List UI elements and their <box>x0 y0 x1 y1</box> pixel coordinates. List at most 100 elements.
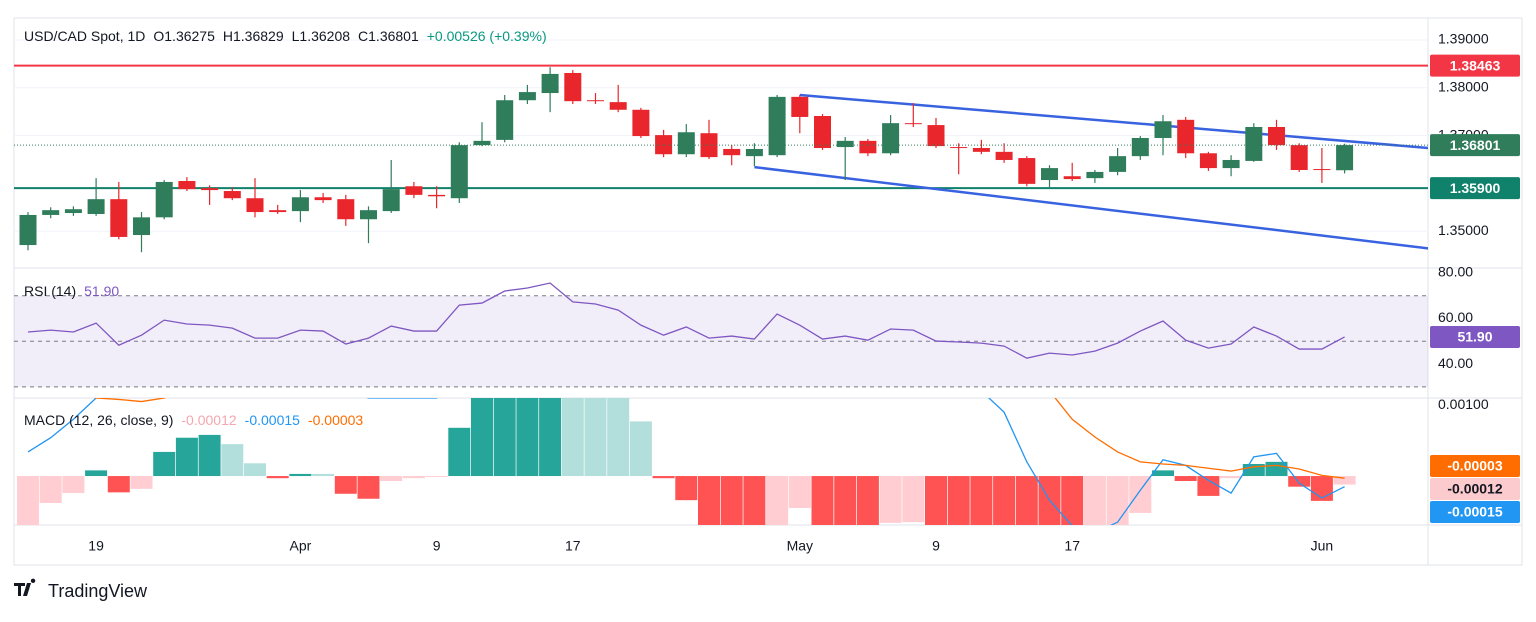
histogram-bar <box>244 463 266 477</box>
candle-body <box>223 191 241 199</box>
histogram-bar <box>925 476 947 525</box>
histogram-bar <box>993 476 1016 525</box>
candle-body <box>314 197 332 201</box>
histogram-bar <box>1197 476 1220 496</box>
trend-line <box>754 165 1428 250</box>
price-tag <box>1430 134 1520 157</box>
x-tick-label: Jun <box>1311 538 1334 554</box>
histogram-bar <box>1333 476 1356 485</box>
histogram-bar <box>834 476 857 525</box>
candle-body <box>1245 126 1263 161</box>
candle-body <box>1313 169 1331 171</box>
candle-body <box>677 132 695 155</box>
candle-body <box>1222 159 1240 169</box>
candle-body <box>700 133 718 158</box>
histogram-bar <box>221 444 244 477</box>
histogram-bar <box>561 398 584 477</box>
histogram-bar <box>493 398 516 477</box>
change: +0.00526 (+0.39%) <box>427 28 547 44</box>
indicator-value: -0.00012 <box>181 412 236 428</box>
histogram-bar <box>766 476 789 525</box>
histogram-bar <box>380 476 403 482</box>
indicator-value: 51.90 <box>84 283 119 299</box>
candle-body <box>360 210 377 220</box>
ohlc-key: H <box>223 28 233 44</box>
candle-body <box>110 199 128 237</box>
candle-body <box>1018 158 1036 184</box>
candle-body <box>133 217 150 236</box>
histogram-bar <box>357 476 380 499</box>
brand-logo <box>14 578 36 596</box>
y-tick-label: 1.38000 <box>1438 78 1489 94</box>
histogram-bar <box>584 398 607 477</box>
ohlc-key: L <box>292 28 300 44</box>
candle-body <box>541 73 559 94</box>
histogram-bar <box>1220 476 1243 479</box>
x-tick-label: 9 <box>433 538 441 554</box>
price-tag <box>1430 54 1520 77</box>
price-tag-label: -0.00015 <box>1447 504 1502 520</box>
candle-body <box>1041 168 1058 181</box>
candle-body <box>587 100 604 102</box>
candle-body <box>655 135 673 155</box>
y-tick-label: 60.00 <box>1438 309 1473 325</box>
histogram-bar <box>130 476 153 489</box>
candle-body <box>1063 176 1081 180</box>
header: USD/CAD Spot, 1D O1.36275 H1.36829 L1.36208… <box>24 28 547 44</box>
histogram-bar <box>879 476 902 523</box>
histogram-bar <box>1288 476 1311 487</box>
histogram-bar <box>198 434 221 477</box>
indicator-title: RSI (14) <box>24 283 76 299</box>
histogram-bar <box>107 476 130 493</box>
y-tick-label: 1.39000 <box>1438 31 1489 47</box>
histogram-bar <box>629 421 652 477</box>
histogram-bar <box>607 398 630 477</box>
candle-body <box>19 214 37 246</box>
histogram-bar <box>402 476 425 479</box>
price-tag <box>1430 177 1520 200</box>
ohlc-value: 1.36801 <box>368 28 419 44</box>
histogram-bar <box>539 398 562 477</box>
histogram-bar <box>652 476 675 479</box>
symbol: USD/CAD Spot, 1D <box>24 28 145 44</box>
candle-body <box>723 148 741 156</box>
candle-body <box>64 209 82 214</box>
candle-body <box>768 96 786 156</box>
candle-body <box>178 181 196 190</box>
price-tag <box>1430 478 1520 500</box>
price-tag-label: 1.35900 <box>1450 180 1501 196</box>
ohlc-key: C <box>358 28 368 44</box>
candle-body <box>473 140 491 146</box>
macd-line <box>27 398 1345 525</box>
histogram-bar <box>1129 476 1152 513</box>
macd-legend: MACD (12, 26, close, 9) -0.00012 -0.00015-… <box>24 412 363 428</box>
brand: TradingView <box>48 581 148 601</box>
candle-body <box>904 123 922 125</box>
histogram-bar <box>312 473 335 477</box>
histogram-bar <box>471 398 493 477</box>
histogram-bar <box>902 476 925 523</box>
histogram-bar <box>289 473 312 477</box>
candle-body <box>155 181 173 218</box>
candle-body <box>1131 137 1149 157</box>
histogram-bar <box>448 427 471 477</box>
candle-body <box>791 96 809 117</box>
candle-body <box>564 72 582 102</box>
trend-line <box>799 93 1428 150</box>
price-tag-label: -0.00003 <box>1447 458 1502 474</box>
indicator-value: -0.00003 <box>308 412 363 428</box>
histogram-bar <box>743 476 766 525</box>
ohlc-value: 1.36275 <box>164 28 215 44</box>
candle-body <box>1199 153 1217 169</box>
y-tick-label: 0.00100 <box>1438 396 1489 412</box>
histogram-bar <box>788 476 811 508</box>
candle-body <box>814 115 831 149</box>
y-tick-label: 80.00 <box>1438 264 1473 280</box>
candle-body <box>1268 126 1285 146</box>
frame <box>13 17 1523 566</box>
histogram-bar <box>1015 476 1038 525</box>
candle-body <box>632 109 650 137</box>
x-tick-label: 19 <box>88 538 104 554</box>
price-tag-label: 1.36801 <box>1450 137 1501 153</box>
